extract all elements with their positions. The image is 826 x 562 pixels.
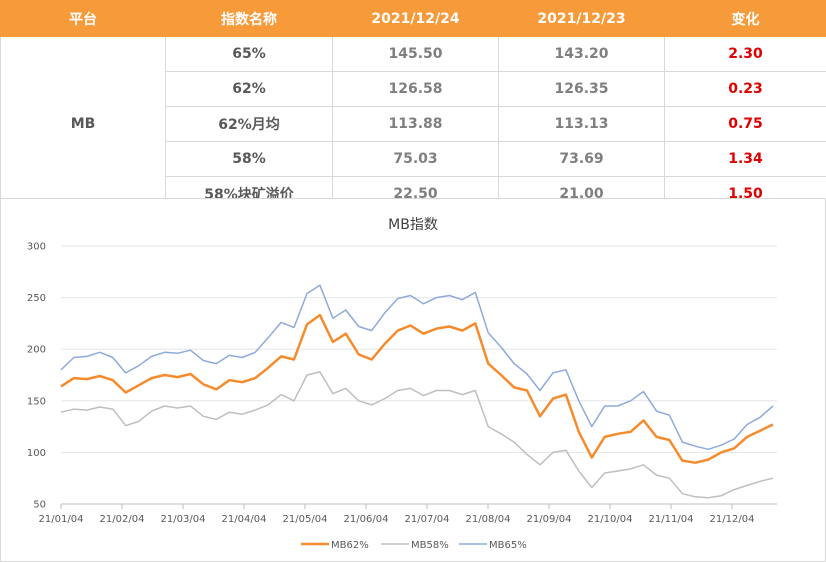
row-name: 58%: [165, 141, 333, 177]
header-change: 变化: [664, 0, 826, 37]
series-line-mb62pct: [60, 313, 774, 464]
legend: MB62% MB58% MB65%: [301, 540, 527, 551]
row-name: 62%月均: [165, 106, 333, 142]
row-value-1: 145.50: [332, 36, 499, 72]
row-change: 0.23: [664, 71, 826, 107]
legend-label: MB62%: [331, 540, 369, 551]
x-tick-label: 21/01/04: [39, 514, 84, 525]
table-row: MB 65% 145.50 143.20 2.30: [0, 36, 826, 212]
platform-cell: MB: [0, 36, 166, 212]
y-tick-label: 150: [27, 396, 46, 407]
row-value-2: 143.20: [498, 36, 665, 72]
row-value-1: 126.58: [332, 71, 499, 107]
series-line-mb65pct: [60, 284, 774, 451]
chart-title: MB指数: [388, 217, 438, 233]
x-tick-label: 21/02/04: [100, 514, 145, 525]
row-value-2: 126.35: [498, 71, 665, 107]
x-tick-label: 21/03/04: [161, 514, 206, 525]
x-axis: 21/01/04 21/02/04 21/03/04 21/04/04 21/05/04…: [39, 504, 755, 525]
row-change: 2.30: [664, 36, 826, 72]
y-tick-label: 200: [27, 345, 46, 356]
header-platform: 平台: [0, 0, 166, 37]
row-value-1: 113.88: [332, 106, 499, 142]
series-lines: [60, 284, 774, 499]
row-value-1: 75.03: [332, 141, 499, 177]
x-tick-label: 21/08/04: [466, 514, 511, 525]
header-date-2: 2021/12/23: [498, 0, 665, 37]
y-axis: 50 100 150 200 250 300: [27, 242, 46, 511]
header-index-name: 指数名称: [165, 0, 333, 37]
chart-panel: MB指数 50 100 150 200 250 300 21/01/04 21/02/04 2…: [0, 198, 826, 562]
x-tick-label: 21/07/04: [405, 514, 450, 525]
table-row: 62%月均 113.88 113.13 0.75: [1, 106, 826, 142]
series-line-mb58pct: [60, 371, 774, 499]
legend-label: MB65%: [489, 540, 527, 551]
x-tick-label: 21/06/04: [344, 514, 389, 525]
x-tick-label: 21/05/04: [283, 514, 328, 525]
x-tick-label: 21/10/04: [588, 514, 633, 525]
x-tick-label: 21/04/04: [222, 514, 267, 525]
x-tick-label: 21/12/04: [710, 514, 755, 525]
y-tick-label: 100: [27, 448, 46, 459]
gridlines: [61, 245, 777, 505]
table-header-row: 平台 指数名称 2021/12/24 2021/12/23 变化: [0, 0, 826, 37]
legend-label: MB58%: [411, 540, 449, 551]
table-row: 58% 75.03 73.69 1.34: [1, 141, 826, 177]
row-value-2: 73.69: [498, 141, 665, 177]
header-date-1: 2021/12/24: [332, 0, 499, 37]
y-tick-label: 250: [27, 293, 46, 304]
table-row: 62% 126.58 126.35 0.23: [1, 71, 826, 107]
row-name: 65%: [165, 36, 333, 72]
row-name: 62%: [165, 71, 333, 107]
row-change: 1.34: [664, 141, 826, 177]
x-tick-label: 21/09/04: [527, 514, 572, 525]
price-table: 平台 指数名称 2021/12/24 2021/12/23 变化 MB 65% …: [0, 0, 826, 212]
row-change: 0.75: [664, 106, 826, 142]
x-tick-label: 21/11/04: [649, 514, 694, 525]
y-tick-label: 50: [33, 500, 46, 511]
row-value-2: 113.13: [498, 106, 665, 142]
y-tick-label: 300: [27, 242, 46, 253]
